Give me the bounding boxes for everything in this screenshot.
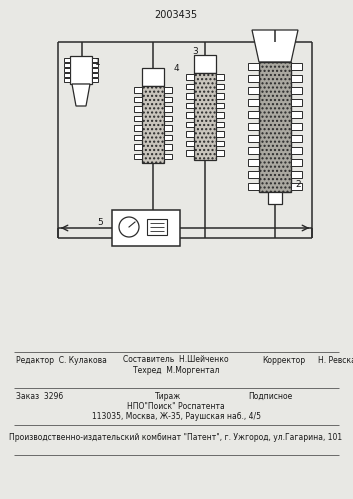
Bar (291, 171, 302, 178)
Text: 1: 1 (95, 58, 101, 67)
Bar (248, 75, 259, 82)
Bar (112, 210, 180, 246)
Bar (248, 135, 259, 142)
Bar (92, 78, 98, 81)
Bar (186, 93, 194, 98)
Text: НПО"Поиск" Роспатента: НПО"Поиск" Роспатента (127, 402, 225, 411)
Text: 2: 2 (295, 180, 301, 189)
Bar (248, 87, 259, 94)
Bar (164, 144, 172, 150)
Text: 5: 5 (97, 218, 103, 227)
Text: Заказ  3296: Заказ 3296 (16, 392, 63, 401)
Bar (216, 141, 224, 146)
Bar (147, 219, 167, 235)
Bar (92, 68, 98, 71)
Bar (164, 125, 172, 131)
Bar (64, 63, 70, 66)
Bar (248, 171, 259, 178)
Text: 113035, Москва, Ж-35, Раушская наб., 4/5: 113035, Москва, Ж-35, Раушская наб., 4/5 (91, 412, 261, 421)
Bar (134, 115, 142, 121)
Polygon shape (252, 30, 298, 62)
Bar (248, 159, 259, 166)
Bar (164, 135, 172, 140)
Bar (142, 86, 164, 163)
Text: Производственно-издательский комбинат "Патент", г. Ужгород, ул.Гагарина, 101: Производственно-издательский комбинат "П… (10, 433, 342, 442)
Bar (216, 74, 224, 79)
Bar (186, 150, 194, 156)
Bar (134, 96, 142, 102)
Text: Редактор  С. Кулакова: Редактор С. Кулакова (16, 356, 107, 365)
Bar (259, 62, 291, 192)
Bar (291, 123, 302, 130)
Bar (248, 63, 259, 70)
Bar (134, 144, 142, 150)
Bar (186, 112, 194, 117)
Bar (216, 102, 224, 108)
Bar (186, 131, 194, 137)
Bar (216, 112, 224, 117)
Text: Составитель  Н.Шейченко: Составитель Н.Шейченко (123, 355, 229, 364)
Bar (291, 135, 302, 142)
Bar (216, 93, 224, 98)
Bar (164, 154, 172, 159)
Bar (291, 159, 302, 166)
Text: Техред  М.Моргентал: Техред М.Моргентал (133, 366, 219, 375)
Bar (92, 63, 98, 66)
Bar (248, 123, 259, 130)
Bar (291, 63, 302, 70)
Text: 4: 4 (174, 64, 180, 73)
Text: Н. Ревская: Н. Ревская (318, 356, 353, 365)
Text: Тираж: Тираж (155, 392, 181, 401)
Bar (186, 141, 194, 146)
Bar (164, 87, 172, 92)
Bar (291, 147, 302, 154)
Text: Корректор: Корректор (262, 356, 305, 365)
Bar (291, 75, 302, 82)
Bar (291, 87, 302, 94)
Bar (134, 125, 142, 131)
Bar (134, 87, 142, 92)
Bar (248, 183, 259, 190)
Bar (268, 192, 282, 204)
Bar (248, 99, 259, 106)
Bar (186, 121, 194, 127)
Bar (134, 106, 142, 111)
Bar (142, 68, 164, 86)
Bar (64, 73, 70, 76)
Bar (64, 68, 70, 71)
Text: 3: 3 (192, 47, 198, 56)
Bar (134, 135, 142, 140)
Bar (291, 183, 302, 190)
Bar (164, 96, 172, 102)
Bar (194, 73, 216, 160)
Bar (291, 111, 302, 118)
Bar (216, 83, 224, 89)
Bar (194, 55, 216, 73)
Bar (164, 106, 172, 111)
Bar (216, 131, 224, 137)
Bar (134, 154, 142, 159)
Bar (92, 58, 98, 61)
Bar (216, 150, 224, 156)
Bar (248, 147, 259, 154)
Bar (216, 121, 224, 127)
Bar (70, 56, 92, 84)
Bar (291, 99, 302, 106)
Bar (186, 102, 194, 108)
Polygon shape (72, 84, 90, 106)
Bar (92, 73, 98, 76)
Bar (248, 111, 259, 118)
Bar (186, 83, 194, 89)
Bar (164, 115, 172, 121)
Bar (64, 58, 70, 61)
Bar (64, 78, 70, 81)
Text: Подписное: Подписное (248, 392, 292, 401)
Text: 2003435: 2003435 (155, 10, 198, 20)
Bar (186, 74, 194, 79)
